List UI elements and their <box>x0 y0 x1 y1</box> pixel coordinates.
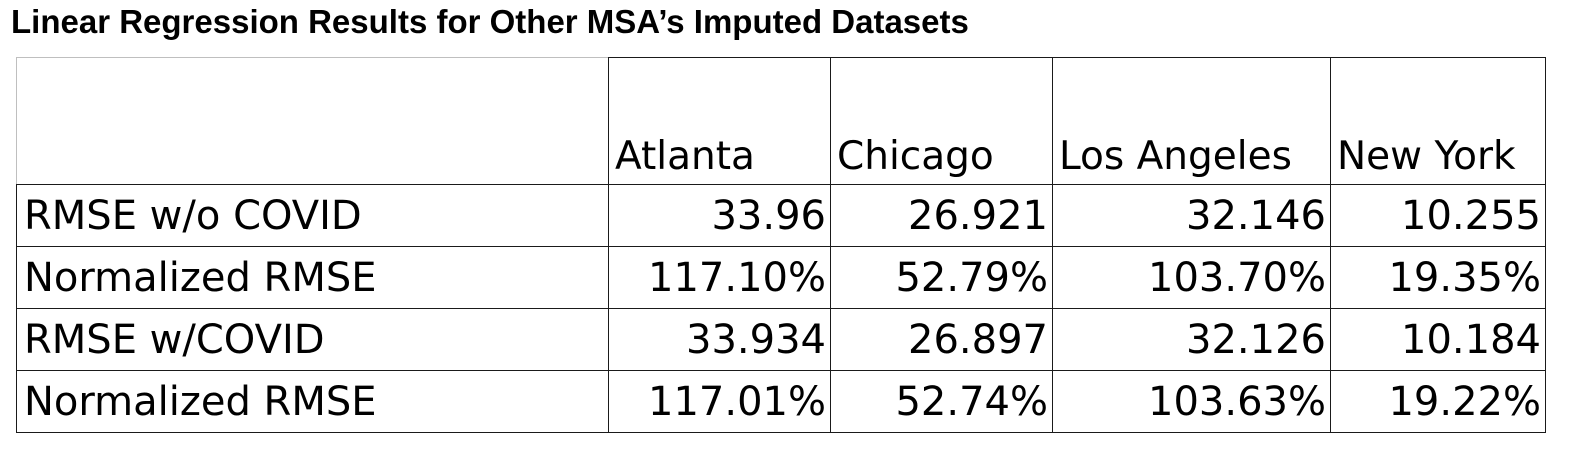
table-cell: 32.126 <box>1052 308 1331 371</box>
table-row: Normalized RMSE 117.10% 52.79% 103.70% 1… <box>16 246 1546 309</box>
table-cell: 52.79% <box>830 246 1053 309</box>
column-header-new-york: New York <box>1330 57 1546 185</box>
row-label: Normalized RMSE <box>16 246 609 309</box>
table-cell: 26.897 <box>830 308 1053 371</box>
table-row: Normalized RMSE 117.01% 52.74% 103.63% 1… <box>16 370 1546 433</box>
table-cell: 10.255 <box>1330 184 1546 247</box>
table-row: RMSE w/o COVID 33.96 26.921 32.146 10.25… <box>16 184 1546 247</box>
results-table: Atlanta Chicago Los Angeles New York RMS… <box>16 57 1546 433</box>
header-row: Atlanta Chicago Los Angeles New York <box>16 57 1546 185</box>
row-label: Normalized RMSE <box>16 370 609 433</box>
column-header-los-angeles: Los Angeles <box>1052 57 1331 185</box>
table-cell: 117.01% <box>608 370 831 433</box>
table-cell: 26.921 <box>830 184 1053 247</box>
empty-corner-cell <box>16 57 609 185</box>
column-header-chicago: Chicago <box>830 57 1053 185</box>
table-cell: 19.22% <box>1330 370 1546 433</box>
row-label: RMSE w/COVID <box>16 308 609 371</box>
table-cell: 33.96 <box>608 184 831 247</box>
table-cell: 19.35% <box>1330 246 1546 309</box>
table-title: Linear Regression Results for Other MSA’… <box>11 3 969 40</box>
row-label: RMSE w/o COVID <box>16 184 609 247</box>
table-cell: 10.184 <box>1330 308 1546 371</box>
column-header-atlanta: Atlanta <box>608 57 831 185</box>
table-cell: 103.63% <box>1052 370 1331 433</box>
table-cell: 52.74% <box>830 370 1053 433</box>
table-cell: 103.70% <box>1052 246 1331 309</box>
table-cell: 33.934 <box>608 308 831 371</box>
table-row: RMSE w/COVID 33.934 26.897 32.126 10.184 <box>16 308 1546 371</box>
table-cell: 117.10% <box>608 246 831 309</box>
table-cell: 32.146 <box>1052 184 1331 247</box>
